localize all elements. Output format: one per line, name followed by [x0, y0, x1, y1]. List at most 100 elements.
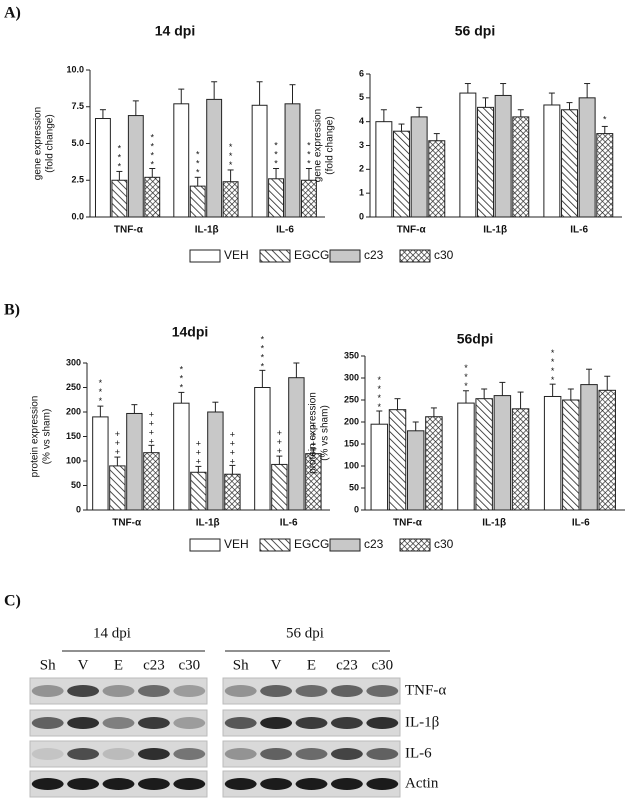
y-axis-label: (% vs sham) [320, 405, 331, 461]
y-tick-label: 3 [359, 140, 364, 150]
bar [561, 109, 578, 218]
bar [173, 103, 190, 218]
bar [109, 465, 126, 511]
bar [494, 94, 512, 218]
blot-band [224, 685, 257, 697]
y-tick-label: 4 [359, 116, 364, 126]
significance-label: *** [114, 143, 124, 170]
y-tick-label: 0.0 [71, 211, 84, 221]
blot-band [366, 717, 399, 729]
significance-label: +++ [308, 421, 318, 448]
significance-label: **** [257, 334, 267, 370]
blot-band [295, 685, 328, 697]
y-tick-label: 7.5 [71, 101, 84, 111]
blot-band [330, 685, 363, 697]
bar [126, 412, 143, 511]
bar [457, 402, 475, 511]
blot-band [137, 685, 170, 697]
bar [543, 395, 562, 511]
panel-label: B) [4, 302, 20, 319]
bar [288, 377, 305, 511]
significance-label: **** [374, 375, 384, 411]
x-tick-label: IL-6 [570, 225, 588, 236]
panel-label: A) [4, 5, 21, 22]
bar [271, 463, 288, 511]
blot-band [67, 717, 100, 729]
y-tick-label: 0 [354, 504, 359, 514]
blot-band [260, 748, 293, 760]
x-tick-label: TNF-α [397, 225, 427, 236]
legend-swatch [399, 249, 431, 263]
bar [173, 402, 190, 511]
x-tick-label: TNF-α [393, 518, 423, 529]
blot-band [31, 717, 64, 729]
y-tick-label: 200 [66, 406, 81, 416]
y-axis-label: gene expression [33, 107, 44, 180]
bar [301, 179, 317, 218]
y-axis-label: protein expression [30, 396, 41, 478]
bar [511, 408, 530, 511]
blot-band [330, 748, 363, 760]
significance-label: * [600, 114, 610, 123]
x-tick-label: IL-6 [276, 225, 294, 236]
y-tick-label: 50 [71, 480, 81, 490]
legend-swatch [259, 249, 291, 263]
bar [284, 103, 301, 218]
bar [127, 115, 144, 218]
significance-label: *** [193, 149, 203, 176]
blot-band [102, 778, 135, 790]
bar [406, 430, 425, 511]
significance-label: *** [226, 142, 236, 169]
significance-label: *** [95, 378, 105, 405]
blot-band [224, 778, 257, 790]
bar [410, 116, 428, 218]
panel-label: C) [4, 593, 21, 610]
lane-label: Sh [233, 657, 249, 673]
lane-label: V [78, 657, 89, 673]
y-axis-label: protein expression [308, 392, 319, 474]
chart-title: 56dpi [457, 331, 494, 347]
bar [393, 130, 410, 218]
blot-band [295, 717, 328, 729]
significance-label: *** [271, 140, 281, 167]
blot-band [330, 717, 363, 729]
bar [562, 399, 580, 511]
y-tick-label: 300 [66, 357, 81, 367]
blot-band [173, 778, 206, 790]
y-axis-label: gene expression [313, 109, 324, 182]
blot-band [260, 778, 293, 790]
y-tick-label: 50 [349, 482, 359, 492]
x-tick-label: IL-1β [195, 225, 219, 236]
blot-band [67, 685, 100, 697]
blot-group-label: 56 dpi [286, 625, 324, 641]
bar [268, 178, 284, 218]
blot-band [224, 717, 257, 729]
blot-row-label: IL-6 [405, 745, 432, 761]
y-tick-label: 100 [66, 455, 81, 465]
chart-title: 14 dpi [155, 23, 195, 39]
lane-label: c23 [143, 657, 165, 673]
lane-label: E [114, 657, 123, 673]
x-tick-label: IL-1β [483, 225, 507, 236]
blot-strip [29, 677, 208, 705]
bar [596, 133, 614, 218]
bar [388, 409, 407, 511]
bar [370, 423, 389, 511]
y-tick-label: 2.5 [71, 175, 84, 185]
blot-row-label: IL-1β [405, 714, 439, 730]
blot-band [366, 748, 399, 760]
blot-band [224, 748, 257, 760]
blot-band [260, 685, 293, 697]
x-tick-label: IL-6 [280, 518, 298, 529]
y-tick-label: 150 [66, 431, 81, 441]
legend-label: VEH [224, 537, 249, 551]
blot-band [137, 778, 170, 790]
significance-label: *** [461, 363, 471, 390]
blot-band [102, 748, 135, 760]
blot-band [366, 685, 399, 697]
x-tick-label: IL-1β [196, 518, 220, 529]
bar [92, 416, 109, 511]
blot-band [366, 778, 399, 790]
blot-band [102, 717, 135, 729]
